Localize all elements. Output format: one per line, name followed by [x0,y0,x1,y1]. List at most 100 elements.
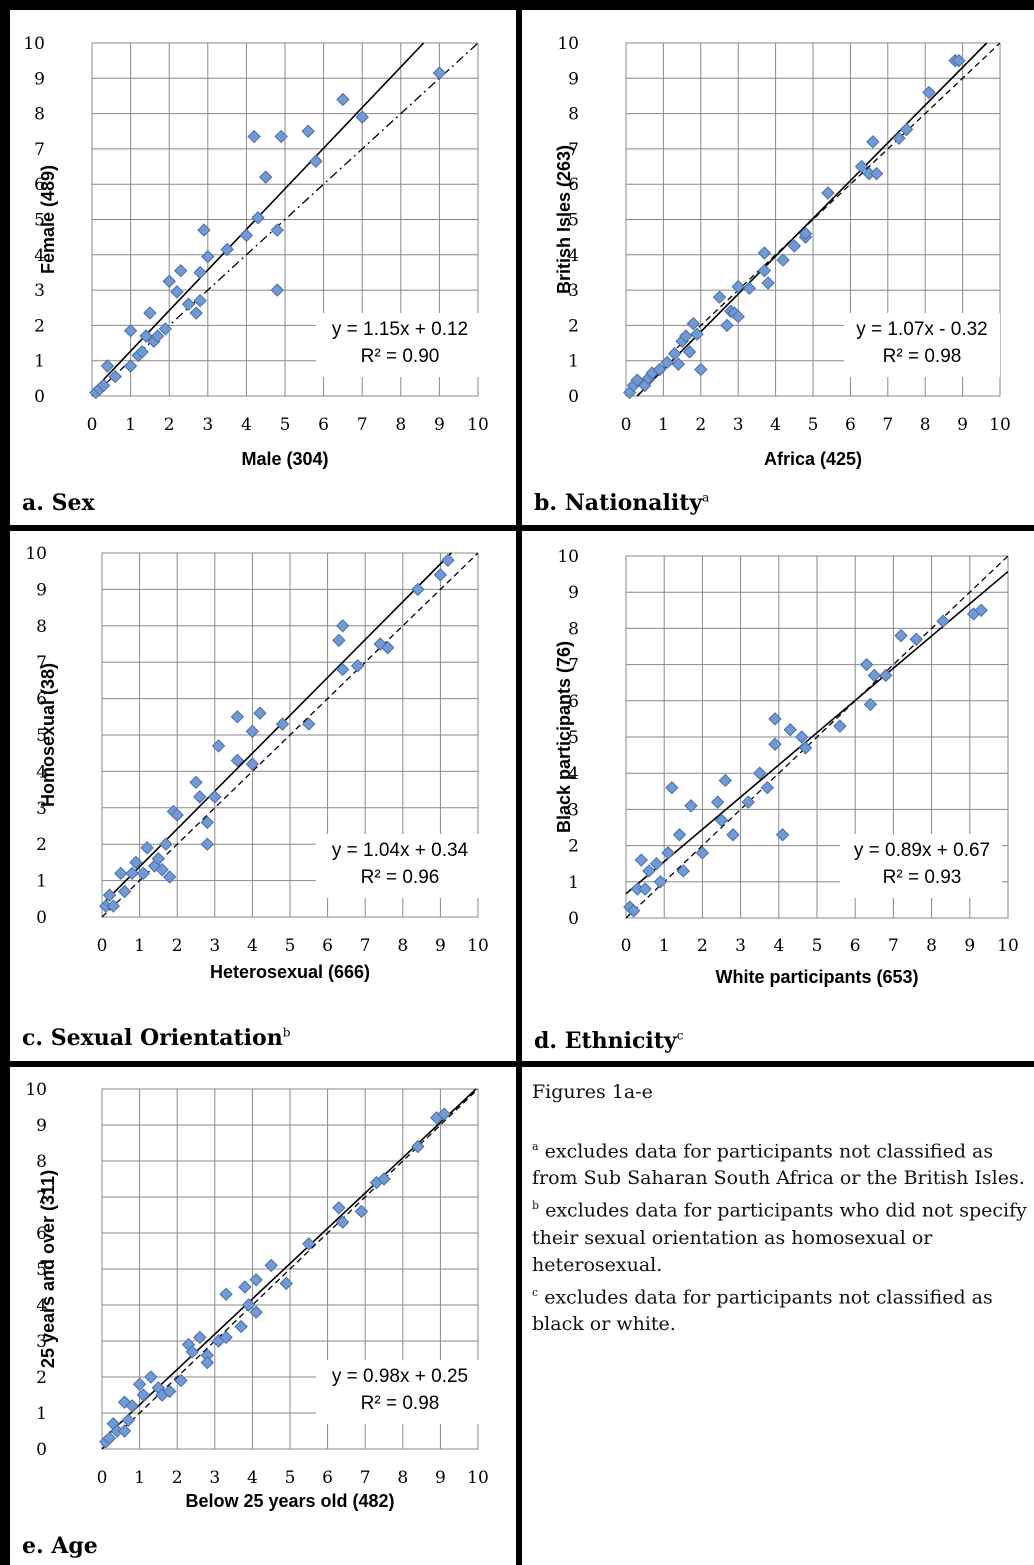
y-axis-title: Homosexual (38) [38,663,58,807]
x-tick-label: 0 [97,1468,108,1488]
y-tick-label: 3 [36,1332,47,1352]
x-tick-label: 4 [770,415,781,435]
x-tick-label: 6 [850,936,861,956]
data-point [125,866,139,881]
y-tick-label: 0 [36,908,47,928]
data-point [879,668,893,683]
x-tick-label: 5 [812,936,823,956]
equation-box [840,834,1002,898]
data-point [197,223,211,237]
data-point [301,124,315,138]
x-tick-label: 0 [87,415,98,435]
data-point [798,226,813,241]
data-point [752,766,767,780]
data-point [679,329,693,343]
x-tick-label: 8 [920,415,931,435]
r-squared-label: R² = 0.98 [883,346,962,367]
data-point [863,697,878,712]
x-tick-label: 7 [360,936,371,956]
data-point [234,1319,248,1334]
equation-box [316,1360,482,1424]
y-tick-label: 7 [34,140,45,160]
x-tick-label: 6 [845,415,856,435]
scatter-chart-sex: 0 0 1 1 2 2 3 3 4 4 5 5 6 6 7 7 8 8 9 9 10 10 y = 1.15x + 0.12… [23,34,488,469]
x-tick-label: 3 [735,936,746,956]
data-point [302,717,316,731]
data-point [432,66,447,80]
data-point [441,553,455,567]
data-point [123,323,138,338]
y-tick-label: 2 [36,1368,47,1388]
data-point [193,790,207,804]
x-axis-title: Male (304) [241,449,328,469]
data-point [150,329,165,343]
data-point [354,1204,369,1219]
data-point [139,329,153,343]
panel-label-sex: a. Sex [22,490,95,516]
y-tick-label: 6 [34,175,45,195]
data-point [741,795,755,809]
scatter-chart-ethnicity: 0 0 1 1 2 2 3 3 4 4 5 5 6 6 7 7 8 8 9 9 10 10 y = 0.89x + 0.67… [554,547,1019,987]
reference-line [101,552,479,918]
y-axis-title: Black participants (76) [554,641,574,833]
data-point [894,628,908,643]
data-point [731,279,745,294]
x-tick-label: 4 [773,936,784,956]
data-point [332,633,346,648]
x-tick-label: 8 [397,936,408,956]
data-point [690,327,704,341]
data-point [132,1377,147,1391]
panel-age: 0 0 1 1 2 2 3 3 4 4 5 5 6 6 7 7 8 8 9 9 10 10 y = 0.98x + 0.25… [10,1067,516,1565]
data-point [335,1215,350,1229]
x-tick-label: 0 [621,415,632,435]
y-tick-label: 9 [568,583,579,603]
y-tick-label: 4 [568,764,579,784]
y-tick-label: 0 [568,909,579,929]
data-point [731,309,745,324]
data-point [264,1258,278,1273]
x-tick-label: 1 [134,936,145,956]
data-point [135,345,149,359]
data-point [230,710,245,724]
note-a: a excludes data for participants not cla… [532,1140,1025,1190]
data-point [200,837,214,851]
data-point [201,249,215,264]
data-point [189,775,203,790]
x-axis-title: White participants (653) [715,967,918,987]
panel-ethnicity: 0 0 1 1 2 2 3 3 4 4 5 5 6 6 7 7 8 8 9 9 10 10 y = 0.89x + 0.67… [522,531,1034,1061]
x-tick-label: 9 [435,1468,446,1488]
data-point [158,322,173,336]
x-tick-label: 8 [926,936,937,956]
figure-notes: Figures 1a-e a excludes data for partici… [520,1067,1034,1338]
data-point [653,875,668,889]
y-tick-label: 10 [25,1080,47,1100]
data-point [155,862,169,877]
y-tick-label: 8 [568,105,579,125]
data-point [102,1431,117,1445]
data-point [162,274,176,288]
x-tick-label: 10 [467,936,489,956]
data-point [200,815,214,830]
data-point [193,293,207,308]
notes-title: Figures 1a-e [532,1081,653,1103]
data-point [377,1172,391,1186]
data-point [117,884,132,899]
y-tick-label: 2 [568,837,579,857]
data-point [249,1273,263,1287]
data-point [193,265,207,280]
y-tick-label: 0 [36,1440,47,1460]
x-tick-label: 2 [172,1468,183,1488]
data-point [247,129,261,144]
y-axis-title: British Isles (263) [554,145,574,294]
data-point [676,864,691,878]
data-point [712,290,727,304]
data-point [219,1287,233,1301]
data-point [411,1139,425,1154]
data-point [241,1298,256,1312]
reference-line [91,42,479,397]
data-point [671,357,686,371]
x-tick-label: 3 [202,415,213,435]
x-tick-label: 8 [397,1468,408,1488]
trendline-equation: y = 1.07x - 0.32 [856,319,988,340]
data-point [710,795,725,809]
